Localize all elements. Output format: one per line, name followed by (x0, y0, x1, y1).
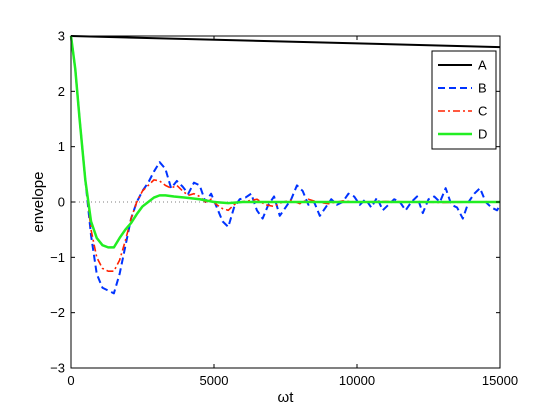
legend-box (431, 50, 497, 150)
x-tick-label: 15000 (482, 373, 518, 388)
y-tick-label: 2 (58, 84, 65, 99)
series-line-d (69, 35, 500, 249)
y-tick-label: 0 (58, 195, 65, 210)
y-tick-label: −3 (50, 361, 65, 376)
x-tick-label: 10000 (339, 373, 375, 388)
y-tick-label: 1 (58, 139, 65, 154)
series-line-a (70, 35, 501, 49)
series-line-b (70, 35, 501, 295)
y-tick-label: 3 (58, 29, 65, 44)
y-tick-label: −1 (50, 250, 65, 265)
legend-label-a: A (478, 58, 487, 73)
legend-label-d: D (478, 127, 487, 142)
x-tick-label: 0 (67, 373, 74, 388)
y-axis-label: envelope (30, 172, 47, 233)
legend-label-b: B (478, 81, 487, 96)
legend-label-c: C (478, 104, 487, 119)
series-layer (69, 35, 501, 295)
tick-layer: 0 5000 10000 15000 −3 −2 −1 0 1 2 3 (50, 29, 518, 389)
x-tick-label: 5000 (200, 373, 229, 388)
x-axis-label: ωt (278, 389, 295, 406)
y-tick-label: −2 (50, 305, 65, 320)
